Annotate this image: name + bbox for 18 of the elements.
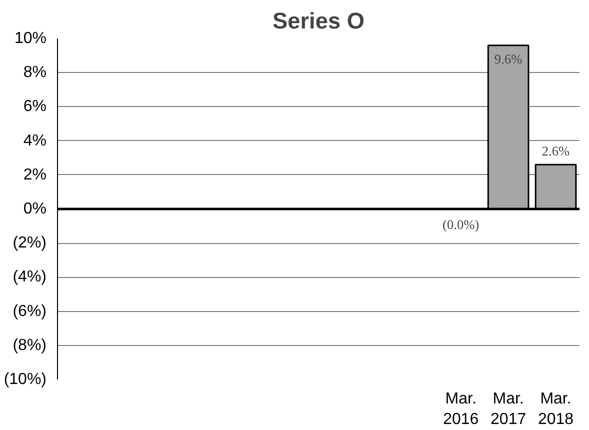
y-tick-label: 4% <box>23 132 46 150</box>
y-tick-label: 0% <box>23 200 46 218</box>
data-label: 2.6% <box>542 144 570 159</box>
y-tick-label: (8%) <box>12 336 46 354</box>
y-tick-label: 8% <box>23 64 46 82</box>
y-tick-label: 10% <box>14 30 47 47</box>
data-label: 9.6% <box>494 51 522 66</box>
x-tick-label: Mar. 2016 <box>443 390 479 428</box>
y-tick-label: (6%) <box>12 302 46 320</box>
x-tick-label: Mar. 2018 <box>538 390 574 428</box>
y-tick-label: 2% <box>23 166 46 184</box>
y-tick-label: 6% <box>23 98 46 116</box>
y-tick-label: (2%) <box>12 234 46 252</box>
y-tick-label: (10%) <box>4 371 47 388</box>
y-tick-label: (4%) <box>12 268 46 286</box>
chart-title: Series O <box>272 8 364 34</box>
x-tick-label: Mar. 2017 <box>490 390 526 428</box>
data-label: (0.0%) <box>442 217 480 232</box>
